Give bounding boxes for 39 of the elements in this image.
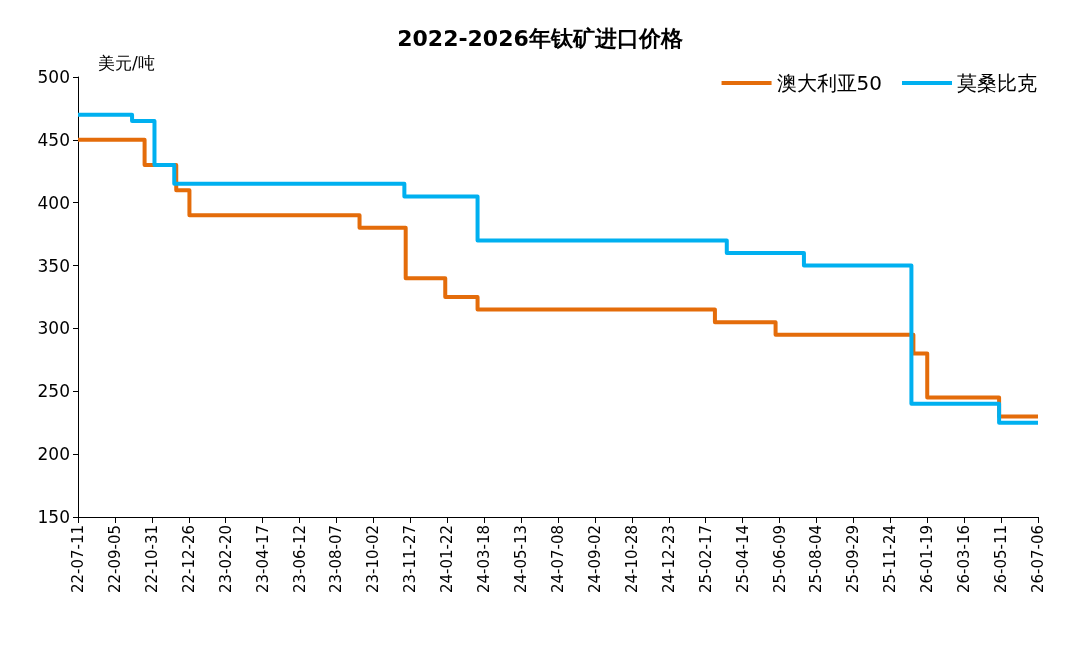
y-tick-label: 450 [37,129,70,150]
x-tick-label: 24-03-18 [475,525,494,594]
x-tick-label: 23-10-02 [364,525,383,594]
y-tick-label: 400 [37,192,70,213]
legend-label: 莫桑比克 [957,71,1037,95]
x-tick-label: 23-11-27 [401,525,420,594]
x-tick-label: 23-02-20 [216,525,235,594]
x-tick-label: 23-04-17 [253,525,272,594]
x-tick-label: 25-09-29 [844,525,863,594]
x-tick-label: 24-05-13 [512,525,531,594]
x-tick-label: 26-03-16 [955,525,974,594]
x-tick-label: 26-05-11 [992,525,1011,594]
x-tick-label: 25-02-17 [696,525,715,594]
x-tick-label: 24-09-02 [585,525,604,594]
x-tick-label: 25-04-14 [733,525,752,594]
x-tick-label: 25-06-09 [770,525,789,594]
y-tick-label: 150 [37,507,70,527]
x-tick-label: 24-07-08 [549,525,567,594]
x-tick-label: 22-07-11 [69,525,87,594]
chart-title: 2022-2026年钛矿进口价格 [397,25,684,51]
x-tick-label: 26-01-19 [918,525,937,594]
x-tick-label: 24-01-22 [438,525,457,594]
x-tick-label: 23-06-12 [290,525,309,594]
y-tick-label: 350 [37,255,70,276]
y-tick-label: 300 [37,318,70,339]
x-tick-label: 25-08-04 [807,525,826,594]
x-tick-label: 23-08-07 [327,525,346,594]
legend-label: 澳大利亚50 [776,71,882,95]
y-tick-label: 500 [37,67,70,87]
y-axis-title: 美元/吨 [98,52,155,73]
x-tick-label: 25-11-24 [881,525,900,594]
x-tick-label: 24-10-28 [622,525,641,594]
x-tick-label: 22-09-05 [105,525,124,594]
x-tick-label: 24-12-23 [659,525,678,594]
x-tick-label: 22-10-31 [142,525,161,594]
x-tick-label: 22-12-26 [179,525,198,594]
y-tick-label: 250 [37,381,70,402]
y-tick-label: 200 [37,444,70,465]
x-tick-label: 26-07-06 [1029,525,1047,594]
